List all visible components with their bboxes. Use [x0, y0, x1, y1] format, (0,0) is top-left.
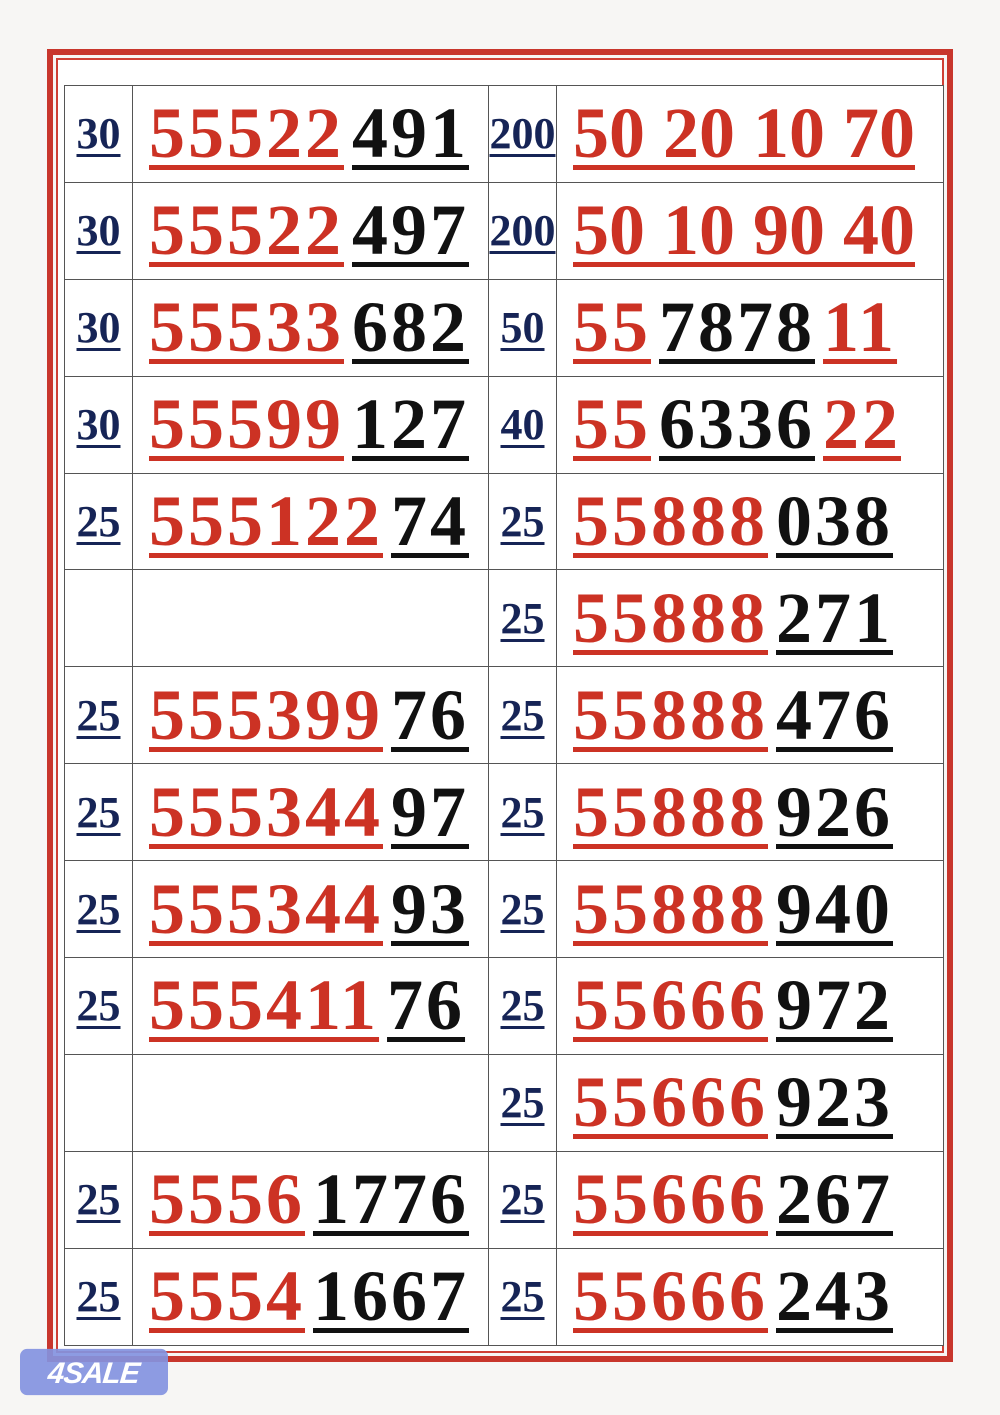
svg-text:4SALE: 4SALE — [45, 1357, 142, 1390]
